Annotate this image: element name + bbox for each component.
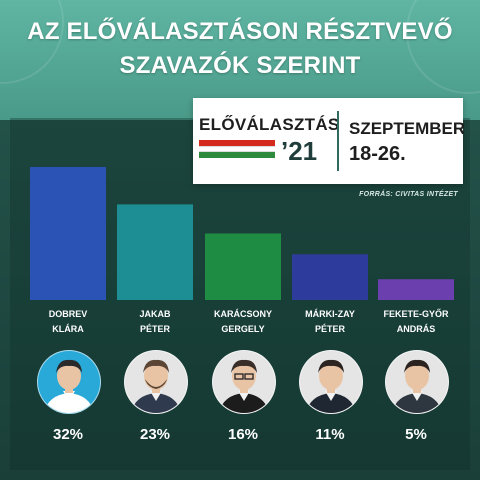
chart-title-line1: AZ ELŐVÁLASZTÁSON RÉSZTVEVŐ <box>27 18 453 45</box>
candidate-name-line2: GERGELY <box>221 324 265 334</box>
bar-4 <box>292 254 368 300</box>
percentage-label-4: 11% <box>315 426 345 443</box>
percentage-label-5: 5% <box>405 426 427 443</box>
man-glasses-portrait-icon <box>212 350 276 414</box>
man-suit-portrait-icon <box>299 350 363 414</box>
candidate-name-line1: JAKAB <box>139 309 171 319</box>
man-dark-hair-portrait-icon <box>385 350 449 414</box>
candidate-name-5: FEKETE-GYŐR ANDRÁS <box>371 307 461 337</box>
chart-title-line2: SZAVAZÓK SZERINT <box>119 52 361 79</box>
election-badge: ELŐVÁLASZTÁS ’21 SZEPTEMBER 18-26. <box>193 98 466 184</box>
candidate-name-line1: DOBREV <box>48 309 88 319</box>
percentage-label-2: 23% <box>139 426 171 443</box>
badge-days: 18-26. <box>349 143 406 165</box>
percentage-label-3: 16% <box>227 426 259 443</box>
candidate-name-line2: PÉTER <box>139 324 170 334</box>
bar-1 <box>30 167 106 300</box>
candidate-name-line1: MÁRKI-ZAY <box>305 309 355 319</box>
bar-5 <box>378 279 454 300</box>
source-note: FORRÁS: CIVITAS INTÉZET <box>359 191 458 198</box>
man-beard-portrait-icon <box>124 350 188 414</box>
hungarian-flag-icon <box>199 140 275 158</box>
percentage-label-1: 32% <box>52 426 84 443</box>
candidate-name-line1: KARÁCSONY <box>213 309 272 319</box>
candidate-name-line2: ANDRÁS <box>396 324 436 334</box>
badge-year: ’21 <box>281 136 318 166</box>
bar-3 <box>205 233 281 300</box>
woman-short-hair-portrait-icon <box>37 350 101 414</box>
candidate-name-line2: PÉTER <box>314 324 345 334</box>
candidate-name-line1: FEKETE-GYŐR <box>383 309 449 319</box>
badge-month: SZEPTEMBER <box>349 119 466 138</box>
badge-divider <box>337 111 339 171</box>
candidate-name-line2: KLÁRA <box>52 324 84 334</box>
bar-2 <box>117 204 193 300</box>
candidate-name-3: KARÁCSONY GERGELY <box>198 307 288 337</box>
candidate-name-2: JAKAB PÉTER <box>110 307 200 337</box>
candidate-name-1: DOBREV KLÁRA <box>23 307 113 337</box>
candidate-name-4: MÁRKI-ZAY PÉTER <box>285 307 375 337</box>
badge-name: ELŐVÁLASZTÁS <box>199 115 340 134</box>
